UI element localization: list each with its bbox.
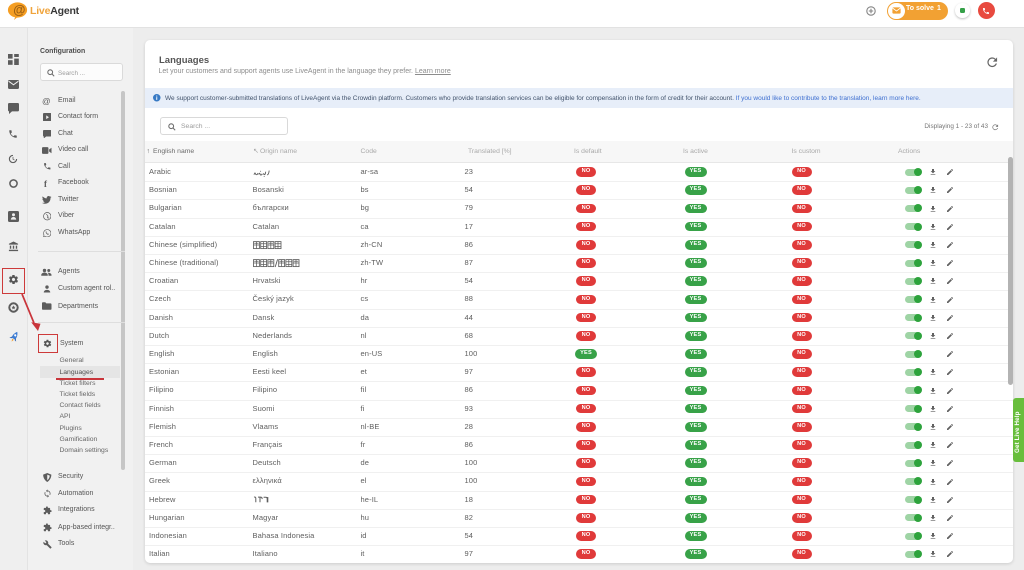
svg-text:@: @	[13, 3, 25, 17]
